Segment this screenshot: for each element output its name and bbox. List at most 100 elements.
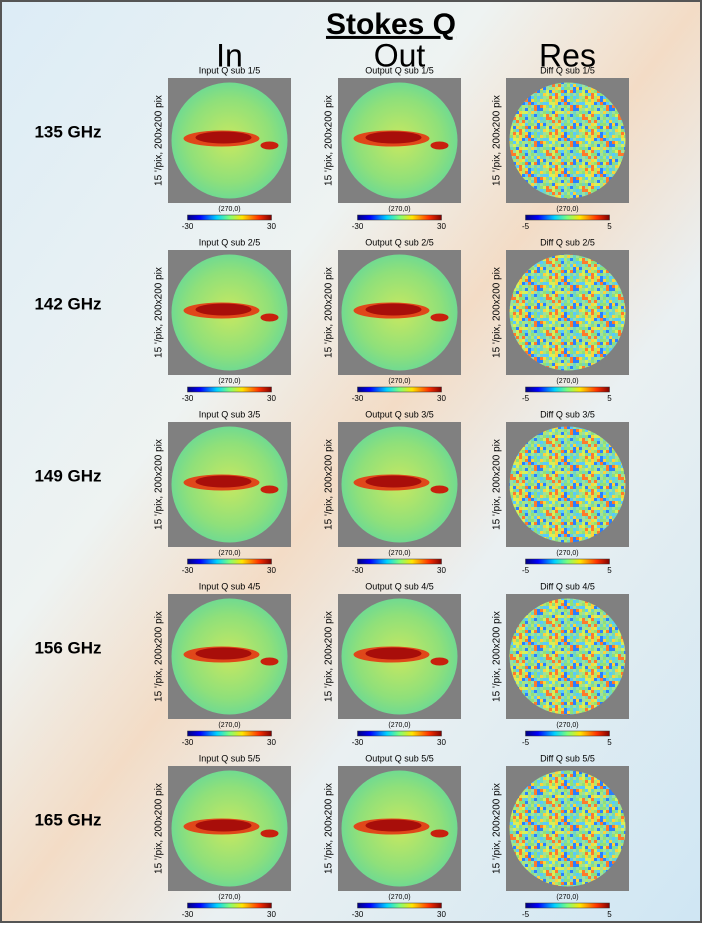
colorbar-tick: 5	[607, 222, 612, 231]
axis-label: 15 '/pix, 200x200 pix	[154, 611, 165, 702]
colorbar	[526, 559, 610, 564]
axis-label: 15 '/pix, 200x200 pix	[154, 783, 165, 874]
colorbar-tick: 30	[437, 566, 446, 575]
axis-label: 15 '/pix, 200x200 pix	[324, 783, 335, 874]
colorbar	[358, 559, 442, 564]
axis-label: 15 '/pix, 200x200 pix	[492, 783, 503, 874]
colorbar-tick: -30	[352, 738, 364, 747]
colorbar-tick: 30	[267, 394, 276, 403]
colorbar	[188, 559, 272, 564]
colorbar-tick: -5	[522, 738, 530, 747]
axis-label: 15 '/pix, 200x200 pix	[492, 95, 503, 186]
map-feature	[431, 142, 449, 150]
colorbar-tick: 30	[437, 910, 446, 919]
axis-label: 15 '/pix, 200x200 pix	[154, 439, 165, 530]
slide-title: Stokes Q	[326, 8, 456, 41]
map-center-label: (270,0)	[218, 894, 240, 901]
colorbar	[188, 387, 272, 392]
map-center-label: (270,0)	[218, 550, 240, 557]
panel-title: Diff Q sub 3/5	[540, 409, 595, 419]
colorbar-tick: -30	[182, 394, 194, 403]
panel-title: Output Q sub 5/5	[365, 753, 434, 763]
colorbar-tick: -30	[352, 566, 364, 575]
map-feature	[431, 830, 449, 838]
colorbar	[526, 903, 610, 908]
map-center-label: (270,0)	[218, 206, 240, 213]
panel-title: Output Q sub 3/5	[365, 409, 434, 419]
colorbar-tick: 30	[267, 222, 276, 231]
axis-label: 15 '/pix, 200x200 pix	[324, 95, 335, 186]
map-feature	[261, 314, 279, 322]
axis-label: 15 '/pix, 200x200 pix	[154, 267, 165, 358]
slide: Stokes Q InOutRes135 GHzInput Q sub 1/51…	[0, 0, 702, 923]
map-feature	[431, 486, 449, 494]
colorbar-tick: 30	[437, 222, 446, 231]
colorbar-tick: -30	[182, 566, 194, 575]
map-feature	[261, 142, 279, 150]
colorbar-tick: 30	[267, 910, 276, 919]
colorbar-tick: 5	[607, 566, 612, 575]
map-feature	[196, 132, 252, 144]
colorbar-tick: 30	[267, 738, 276, 747]
map-center-label: (270,0)	[556, 206, 578, 213]
colorbar-tick: -5	[522, 394, 530, 403]
map-feature	[431, 658, 449, 666]
colorbar-tick: -5	[522, 566, 530, 575]
colorbar-tick: 5	[607, 394, 612, 403]
frequency-label: 165 GHz	[34, 810, 101, 829]
colorbar-tick: 5	[607, 738, 612, 747]
panel-title: Input Q sub 1/5	[199, 65, 261, 75]
colorbar	[526, 387, 610, 392]
panel-title: Diff Q sub 1/5	[540, 65, 595, 75]
map-center-label: (270,0)	[388, 378, 410, 385]
map-feature	[196, 820, 252, 832]
map-feature	[366, 132, 422, 144]
map-disk	[510, 599, 626, 715]
map-feature	[196, 304, 252, 316]
colorbar	[358, 215, 442, 220]
colorbar-tick: 30	[437, 738, 446, 747]
colorbar-tick: -30	[182, 738, 194, 747]
panel-title: Diff Q sub 2/5	[540, 237, 595, 247]
axis-label: 15 '/pix, 200x200 pix	[154, 95, 165, 186]
colorbar-tick: -30	[352, 910, 364, 919]
map-center-label: (270,0)	[388, 550, 410, 557]
axis-label: 15 '/pix, 200x200 pix	[492, 611, 503, 702]
page: {"title":"Stokes Q","columns":["In","Out…	[0, 0, 702, 923]
map-center-label: (270,0)	[388, 722, 410, 729]
map-feature	[261, 658, 279, 666]
axis-label: 15 '/pix, 200x200 pix	[324, 267, 335, 358]
map-feature	[261, 830, 279, 838]
colorbar	[188, 215, 272, 220]
colorbar-tick: -5	[522, 222, 530, 231]
map-center-label: (270,0)	[218, 378, 240, 385]
map-feature	[366, 476, 422, 488]
colorbar-tick: -30	[352, 222, 364, 231]
map-disk	[510, 83, 626, 199]
colorbar-tick: 5	[607, 910, 612, 919]
colorbar-tick: -30	[182, 222, 194, 231]
map-feature	[366, 648, 422, 660]
colorbar	[188, 731, 272, 736]
map-disk	[510, 427, 626, 543]
map-center-label: (270,0)	[388, 894, 410, 901]
map-center-label: (270,0)	[556, 550, 578, 557]
frequency-label: 156 GHz	[34, 638, 101, 657]
colorbar	[526, 215, 610, 220]
panel-title: Diff Q sub 4/5	[540, 581, 595, 591]
map-center-label: (270,0)	[556, 894, 578, 901]
map-center-label: (270,0)	[556, 378, 578, 385]
panel-title: Output Q sub 1/5	[365, 65, 434, 75]
frequency-label: 135 GHz	[34, 122, 101, 141]
colorbar-tick: 30	[437, 394, 446, 403]
map-feature	[196, 648, 252, 660]
panel-title: Output Q sub 4/5	[365, 581, 434, 591]
axis-label: 15 '/pix, 200x200 pix	[324, 611, 335, 702]
panel-title: Input Q sub 3/5	[199, 409, 261, 419]
axis-label: 15 '/pix, 200x200 pix	[324, 439, 335, 530]
panel-title: Input Q sub 5/5	[199, 753, 261, 763]
map-center-label: (270,0)	[556, 722, 578, 729]
map-feature	[196, 476, 252, 488]
map-feature	[431, 314, 449, 322]
axis-label: 15 '/pix, 200x200 pix	[492, 439, 503, 530]
